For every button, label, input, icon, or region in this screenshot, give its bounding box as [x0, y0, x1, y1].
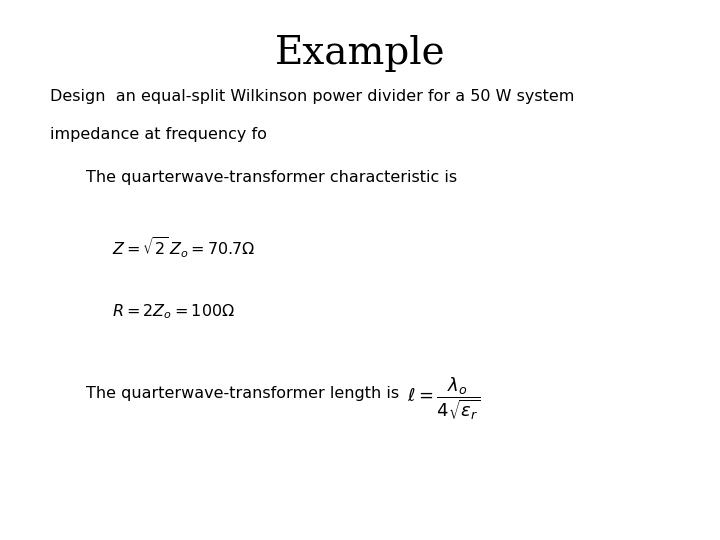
Text: $\ell = \dfrac{\lambda_o}{4\sqrt{\varepsilon_r}}$: $\ell = \dfrac{\lambda_o}{4\sqrt{\vareps… [407, 375, 480, 422]
Text: Design  an equal-split Wilkinson power divider for a 50 W system: Design an equal-split Wilkinson power di… [50, 89, 575, 104]
Text: $R = 2Z_o = 100\Omega$: $R = 2Z_o = 100\Omega$ [112, 302, 235, 321]
Text: Example: Example [275, 35, 445, 72]
Text: $Z = \sqrt{2}\, Z_o = 70.7\Omega$: $Z = \sqrt{2}\, Z_o = 70.7\Omega$ [112, 235, 255, 260]
Text: The quarterwave-transformer length is: The quarterwave-transformer length is [86, 386, 400, 401]
Text: The quarterwave-transformer characteristic is: The quarterwave-transformer characterist… [86, 170, 457, 185]
Text: impedance at frequency fo: impedance at frequency fo [50, 127, 267, 142]
